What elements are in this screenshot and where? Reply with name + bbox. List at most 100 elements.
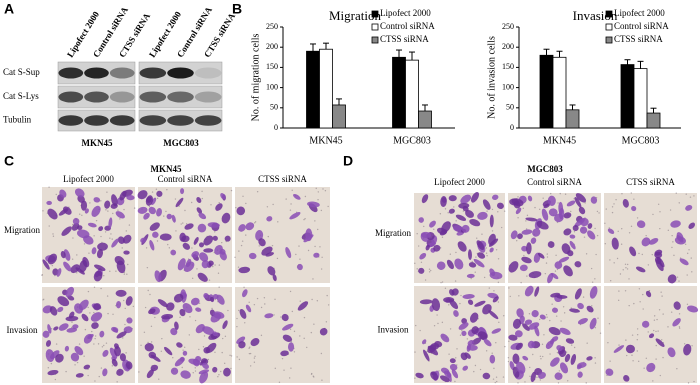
pore xyxy=(124,323,126,326)
pore xyxy=(87,374,89,377)
pore xyxy=(414,262,416,265)
cell xyxy=(47,369,59,376)
pore xyxy=(258,245,260,247)
cell xyxy=(563,212,572,219)
cell xyxy=(461,224,470,233)
pore xyxy=(299,258,301,260)
bar xyxy=(620,64,635,129)
cell xyxy=(468,262,477,268)
cell xyxy=(258,238,266,247)
pore xyxy=(645,234,647,237)
pore xyxy=(628,232,631,234)
cell xyxy=(575,193,587,203)
pore xyxy=(594,327,597,329)
pore xyxy=(594,227,596,230)
pore xyxy=(163,215,165,217)
cell xyxy=(74,188,85,198)
blot-band xyxy=(194,91,222,103)
cell xyxy=(528,271,542,279)
cell xyxy=(513,200,521,209)
pore xyxy=(636,217,639,219)
pore xyxy=(604,243,606,245)
pore xyxy=(154,316,156,319)
cell xyxy=(143,212,150,220)
pore xyxy=(175,230,177,232)
cell xyxy=(203,292,209,299)
cell xyxy=(623,375,630,382)
pore xyxy=(653,329,655,332)
pore xyxy=(192,372,194,374)
cell xyxy=(49,306,58,316)
pore xyxy=(492,378,495,380)
blot-band xyxy=(167,91,194,103)
cell xyxy=(74,346,84,356)
pore xyxy=(545,262,548,264)
cell xyxy=(239,308,247,319)
pore xyxy=(94,337,96,340)
cell xyxy=(679,258,689,266)
pore xyxy=(622,269,624,271)
pore xyxy=(564,193,567,195)
pore xyxy=(502,376,505,378)
pore xyxy=(542,355,544,358)
cell xyxy=(149,222,160,231)
pore xyxy=(669,209,672,211)
pore xyxy=(504,345,506,348)
pore xyxy=(55,193,57,196)
pore xyxy=(326,294,328,297)
y-tick-label: 0 xyxy=(274,123,278,132)
pore xyxy=(241,240,244,242)
pore xyxy=(638,288,641,290)
cell xyxy=(574,288,582,300)
cell xyxy=(148,206,156,215)
pore xyxy=(291,310,294,313)
cell xyxy=(431,298,441,312)
pore xyxy=(611,211,614,214)
pore xyxy=(208,279,211,281)
pore xyxy=(636,334,639,336)
cell xyxy=(521,229,533,235)
pore xyxy=(212,265,214,268)
cell xyxy=(574,196,582,208)
cell xyxy=(646,362,656,373)
cell xyxy=(123,250,130,255)
cell xyxy=(196,197,202,203)
cell xyxy=(148,308,156,315)
pore xyxy=(479,368,482,371)
legend-label: Lipofect 2000 xyxy=(380,8,431,18)
cell xyxy=(183,261,195,272)
cell xyxy=(84,208,89,214)
pore xyxy=(598,212,600,214)
cell xyxy=(212,235,218,241)
cell xyxy=(179,308,186,317)
cell xyxy=(159,233,172,241)
pore xyxy=(642,293,644,296)
cell xyxy=(156,208,162,217)
pore xyxy=(441,281,444,283)
pore xyxy=(517,217,519,219)
cell xyxy=(474,300,486,307)
micrograph xyxy=(604,192,697,284)
cell xyxy=(75,267,85,275)
pore xyxy=(678,326,681,328)
pore xyxy=(551,303,553,305)
cell xyxy=(589,286,598,299)
cell xyxy=(203,248,214,253)
micrograph xyxy=(138,286,233,384)
pore xyxy=(116,381,118,383)
pore xyxy=(662,313,664,315)
cell xyxy=(72,217,80,225)
cell xyxy=(458,202,470,209)
pore xyxy=(516,240,518,242)
micrograph xyxy=(604,286,699,384)
pore xyxy=(619,273,622,275)
row-label: Invasion xyxy=(378,325,409,335)
cell xyxy=(94,264,106,272)
cell xyxy=(215,203,223,211)
cell xyxy=(471,192,480,203)
pore xyxy=(486,210,488,212)
y-axis-label: No. of invasion cells xyxy=(486,36,497,119)
pore xyxy=(121,247,123,249)
cell xyxy=(522,323,530,331)
cell xyxy=(530,237,537,244)
